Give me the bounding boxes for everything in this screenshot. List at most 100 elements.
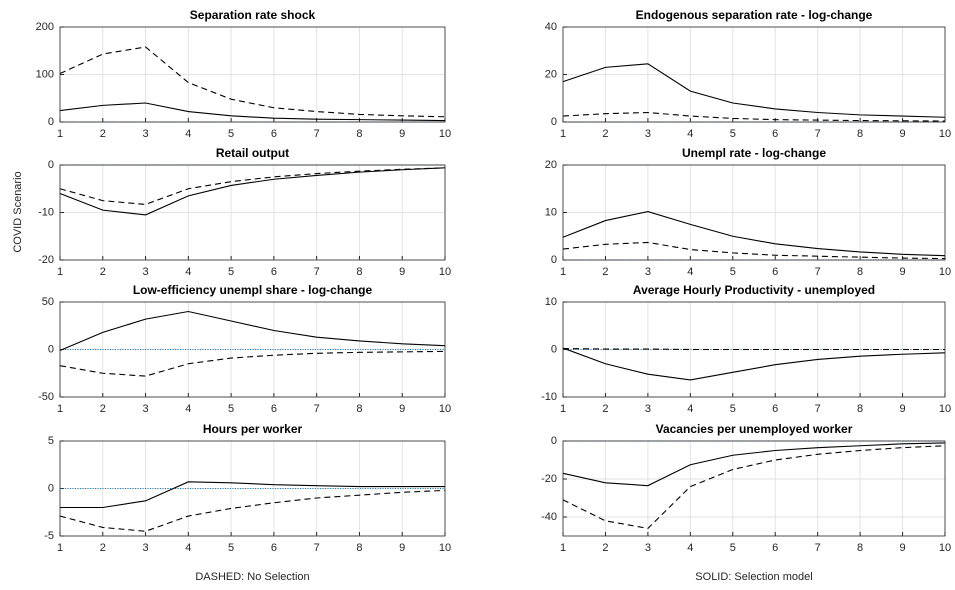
x-tick-label: 10 [939,128,951,140]
x-tick-label: 5 [730,403,736,415]
x-tick-label: 2 [100,542,106,554]
y-tick-label: -40 [541,511,557,523]
x-tick-label: 10 [439,266,451,278]
x-tick-label: 2 [602,266,608,278]
x-tick-label: 8 [857,128,863,140]
x-tick-label: 7 [314,403,320,415]
x-tick-label: 7 [314,128,320,140]
series-line [59,167,446,205]
x-tick-label: 2 [100,403,106,415]
x-tick-label: 9 [399,403,405,415]
series-line [562,111,946,122]
y-tick-label: 200 [36,21,54,33]
series-line [562,442,946,487]
axes-box [562,26,946,123]
x-tick-label: 1 [57,403,63,415]
x-tick-label: 7 [314,266,320,278]
x-tick-label: 5 [228,403,234,415]
axes-box [59,164,446,261]
x-tick-label: 8 [356,266,362,278]
x-tick-label: 6 [772,403,778,415]
series-line [59,167,446,216]
x-tick-label: 3 [142,403,148,415]
panel-title: Endogenous separation rate - log-change [636,8,873,22]
axes-box [562,301,946,398]
y-tick-label: -50 [38,391,54,403]
x-tick-label: 10 [939,403,951,415]
x-tick-label: 4 [185,266,191,278]
panel-title: Unempl rate - log-change [682,146,826,160]
panel-title: Hours per worker [203,422,303,436]
x-tick-label: 6 [271,128,277,140]
panel-title: Vacancies per unemployed worker [656,422,853,436]
x-tick-label: 1 [57,266,63,278]
axes-box [562,164,946,261]
x-tick-label: 9 [899,266,905,278]
series-line [562,63,946,118]
y-tick-label: 0 [551,435,557,447]
panel-title: Retail output [216,146,289,160]
x-tick-label: 2 [100,266,106,278]
x-tick-label: 8 [857,403,863,415]
y-tick-label: -20 [38,254,54,266]
x-tick-label: 9 [899,542,905,554]
axes-box [59,301,446,398]
x-tick-label: 8 [857,266,863,278]
y-tick-label: 0 [48,116,54,128]
x-tick-label: 9 [399,266,405,278]
x-tick-label: 6 [772,128,778,140]
y-tick-label: -20 [541,473,557,485]
x-tick-label: 3 [142,542,148,554]
x-tick-label: 1 [560,542,566,554]
panel-title: Average Hourly Productivity - unemployed [633,283,875,297]
y-tick-label: -10 [541,391,557,403]
x-tick-label: 5 [730,542,736,554]
series-line [59,350,446,377]
x-tick-label: 7 [815,403,821,415]
series-line [59,310,446,351]
x-tick-label: 1 [57,542,63,554]
x-tick-label: 5 [730,128,736,140]
x-tick-label: 9 [899,128,905,140]
axes-box [59,26,446,123]
x-tick-label: 6 [271,542,277,554]
x-tick-label: 5 [228,266,234,278]
y-tick-label: 0 [48,343,54,355]
x-tick-label: 4 [687,403,693,415]
x-tick-label: 9 [399,542,405,554]
x-tick-label: 4 [185,403,191,415]
x-tick-label: 10 [939,266,951,278]
x-tick-label: 8 [356,128,362,140]
x-tick-label: 1 [560,403,566,415]
x-tick-label: 3 [142,266,148,278]
x-axis-label: SOLID: Selection model [695,571,812,583]
y-tick-label: 50 [42,296,54,308]
x-tick-label: 9 [899,403,905,415]
x-tick-label: 4 [687,266,693,278]
x-tick-label: 6 [772,542,778,554]
x-tick-label: 5 [228,542,234,554]
x-tick-label: 3 [645,266,651,278]
y-tick-label: 0 [551,116,557,128]
series-line [562,347,946,381]
panel-title: Low-efficiency unempl share - log-change [133,283,373,297]
x-tick-label: 7 [815,542,821,554]
x-tick-label: 1 [560,266,566,278]
x-tick-label: 7 [815,266,821,278]
series-line [60,481,445,509]
x-tick-label: 3 [142,128,148,140]
x-axis-label: DASHED: No Selection [195,571,309,583]
x-tick-label: 2 [602,403,608,415]
x-tick-label: 9 [399,128,405,140]
y-tick-label: 0 [551,254,557,266]
axes-box [59,440,446,537]
y-tick-label: 10 [545,296,557,308]
series-line [562,445,946,529]
panel-title: Separation rate shock [190,8,316,22]
x-tick-label: 3 [645,128,651,140]
y-axis-label: COVID Scenario [12,171,24,252]
x-tick-label: 7 [314,542,320,554]
y-tick-label: 0 [48,159,54,171]
